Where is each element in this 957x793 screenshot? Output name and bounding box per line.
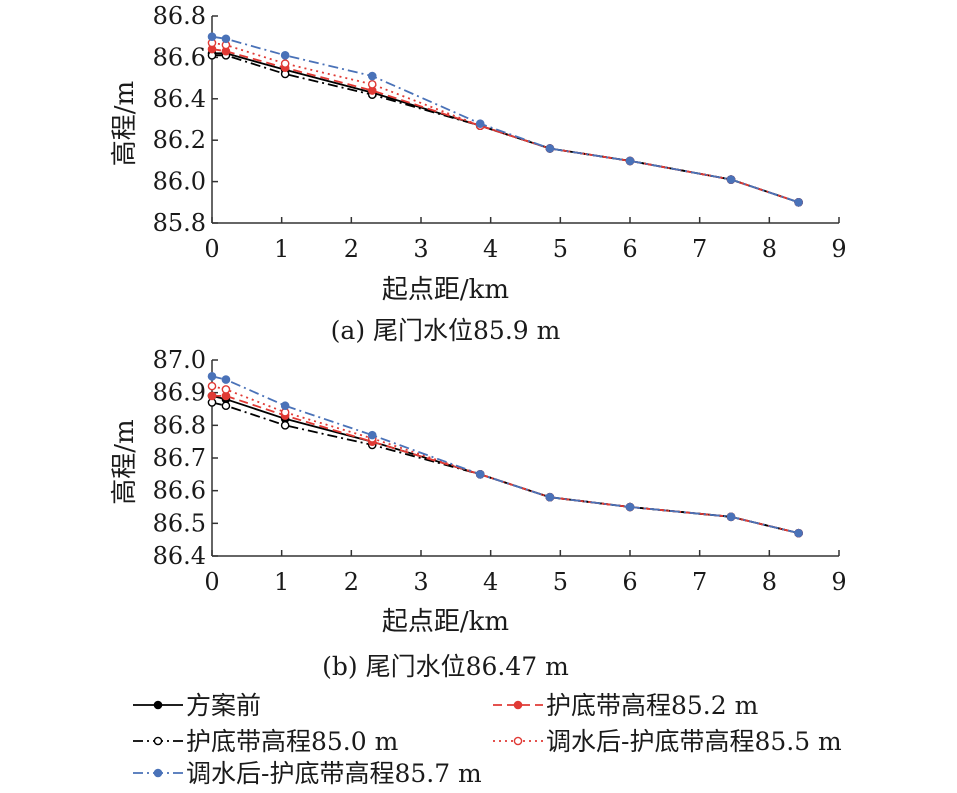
legend-label: 方案前 xyxy=(186,691,261,720)
series-line xyxy=(212,54,799,204)
data-point xyxy=(545,492,555,502)
legend: 方案前 护底带高程85.2 m 护底带高程85.0 m 调水后-护底带高程85.5 m… xyxy=(133,691,842,788)
x-tick-label: 2 xyxy=(344,568,359,596)
y-tick-label: 86.7 xyxy=(153,444,206,472)
x-tick-label: 8 xyxy=(762,568,777,596)
data-point xyxy=(280,401,290,411)
y-tick-label: 86.4 xyxy=(153,85,206,113)
series-line xyxy=(211,42,799,204)
legend-item: 方案前 xyxy=(133,691,261,720)
legend-label: 调水后-护底带高程85.7 m xyxy=(186,759,482,788)
y-tick-label: 86.8 xyxy=(153,2,206,30)
y-tick-label: 86.0 xyxy=(153,168,206,196)
y-tick-label: 85.8 xyxy=(153,209,206,237)
legend-label: 护底带高程85.2 m xyxy=(546,691,759,720)
x-tick-label: 1 xyxy=(274,568,289,596)
x-tick-label: 3 xyxy=(413,235,428,263)
chart-1: 0 1 2 3 4 5 6 7 8 9 86.4 86.5 86.6 86.7 86.8 86.9 87.0 起点… xyxy=(110,346,847,681)
y-tick-label: 86.9 xyxy=(153,379,206,407)
series-line xyxy=(212,52,799,204)
data-point xyxy=(280,59,290,68)
data-point xyxy=(625,156,635,166)
legend-marker xyxy=(153,736,163,746)
y-axis-label: 高程/m xyxy=(110,81,140,166)
y-tick-label: 86.8 xyxy=(153,411,206,439)
x-tick-label: 0 xyxy=(204,235,219,263)
series-line xyxy=(211,401,799,534)
data-point xyxy=(794,528,803,538)
x-tick-label: 2 xyxy=(344,235,359,263)
data-point xyxy=(207,391,217,401)
y-tick-label: 86.4 xyxy=(153,542,206,570)
y-tick-label: 86.2 xyxy=(153,126,206,154)
x-tick-label: 9 xyxy=(831,235,846,263)
series-line xyxy=(212,394,799,534)
data-point xyxy=(475,119,485,128)
data-point xyxy=(207,372,217,381)
legend-marker xyxy=(513,736,523,746)
chart-caption: (a) 尾门水位85.9 m xyxy=(331,316,561,345)
legend-item: 调水后-护底带高程85.7 m xyxy=(133,759,482,788)
x-tick-label: 4 xyxy=(483,235,498,263)
x-axis-label: 起点距/km xyxy=(382,607,509,637)
series-line xyxy=(211,395,799,534)
legend-item: 护底带高程85.2 m xyxy=(493,691,759,720)
y-tick-label: 86.5 xyxy=(153,509,206,537)
data-point xyxy=(367,80,377,89)
x-tick-label: 6 xyxy=(622,568,637,596)
y-tick-label: 86.6 xyxy=(153,43,206,71)
data-point xyxy=(221,401,231,411)
chart-0: 0 1 2 3 4 5 6 7 8 9 85.8 86.0 86.2 86.4 86.6 86.8 起点距/km… xyxy=(110,2,847,345)
data-point xyxy=(221,385,231,394)
y-tick-label: 86.6 xyxy=(153,477,206,505)
legend-marker xyxy=(153,700,163,710)
data-point xyxy=(221,34,231,44)
legend-label: 调水后-护底带高程85.5 m xyxy=(546,727,842,756)
data-point xyxy=(726,175,736,184)
data-point xyxy=(367,430,377,440)
x-tick-label: 5 xyxy=(553,235,568,263)
y-tick-label: 87.0 xyxy=(153,346,206,374)
data-point xyxy=(280,51,290,60)
x-tick-label: 7 xyxy=(692,568,707,596)
legend-item: 调水后-护底带高程85.5 m xyxy=(493,727,842,756)
data-point xyxy=(207,381,217,391)
data-point xyxy=(726,512,736,522)
x-tick-label: 0 xyxy=(204,568,219,596)
data-point xyxy=(625,502,635,512)
x-tick-label: 7 xyxy=(692,235,707,263)
x-tick-label: 5 xyxy=(553,568,568,596)
data-point xyxy=(280,421,290,430)
data-point xyxy=(475,470,485,479)
data-point xyxy=(545,144,555,153)
series-line xyxy=(211,35,799,204)
x-axis-label: 起点距/km xyxy=(382,275,509,305)
series-line xyxy=(211,385,799,534)
data-point xyxy=(221,375,231,384)
chart-caption: (b) 尾门水位86.47 m xyxy=(322,652,569,681)
series-line xyxy=(211,375,799,534)
data-point xyxy=(794,197,803,207)
x-tick-label: 1 xyxy=(274,235,289,263)
x-tick-label: 4 xyxy=(483,568,498,596)
legend-item: 护底带高程85.0 m xyxy=(133,727,399,756)
y-axis-label: 高程/m xyxy=(110,419,140,504)
legend-label: 护底带高程85.0 m xyxy=(186,727,399,756)
legend-marker xyxy=(153,768,163,778)
data-point xyxy=(207,32,217,42)
legend-marker xyxy=(513,700,523,710)
x-tick-label: 9 xyxy=(831,568,846,596)
series-line xyxy=(211,48,799,204)
x-tick-label: 6 xyxy=(622,235,637,263)
x-tick-label: 3 xyxy=(413,568,428,596)
x-tick-label: 8 xyxy=(762,235,777,263)
data-point xyxy=(367,71,377,81)
